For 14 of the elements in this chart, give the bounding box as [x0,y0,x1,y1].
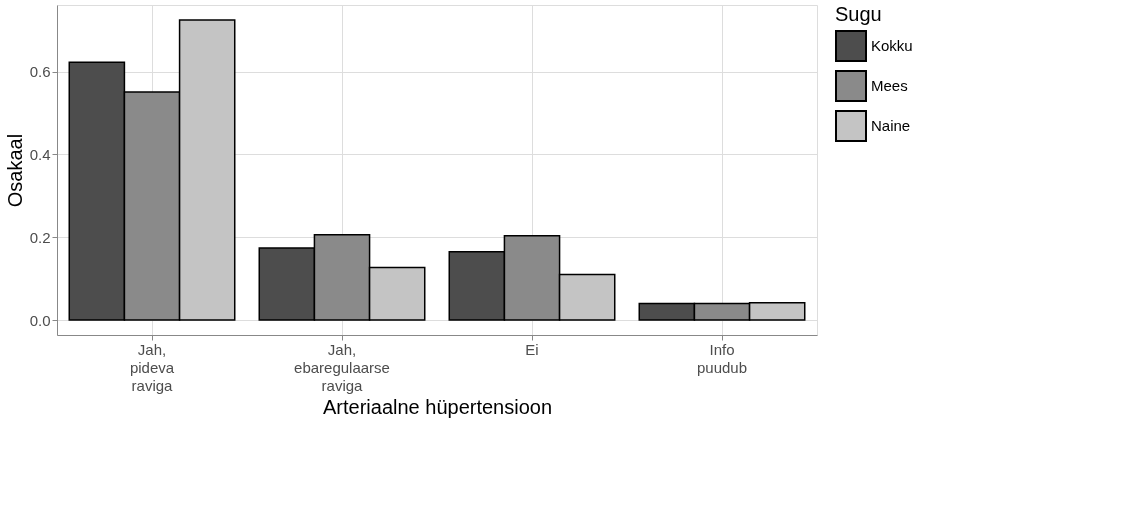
y-tick-label: 0.4 [29,145,51,163]
y-tick-label: 0.6 [29,63,51,81]
x-axis-title: Arteriaalne hüpertensioon [322,395,553,418]
y-tick-label: 0.2 [29,228,51,246]
legend-label: Naine [871,117,911,134]
x-tick-label: Jah, pideva raviga [129,340,175,394]
x-tick-label: Jah, ebaregulaarse raviga [294,340,390,394]
x-tick-label: Info puudub [696,340,748,376]
y-axis-title: Osakaal [3,133,26,208]
y-tick-label: 0.0 [29,311,51,329]
legend-label: Mees [871,77,908,94]
legend-label: Kokku [871,37,913,54]
x-tick-label: Ei [525,340,539,358]
legend-title: Sugu [835,3,882,25]
